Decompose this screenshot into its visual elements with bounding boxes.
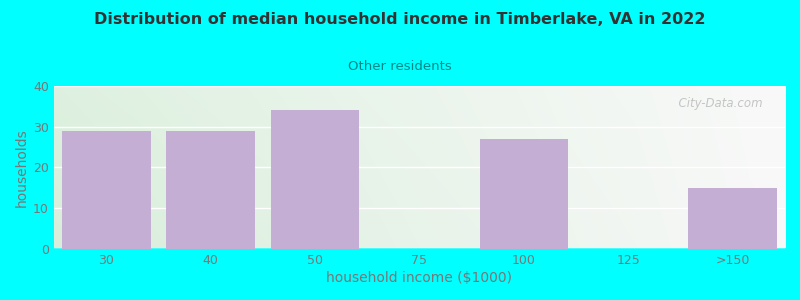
Bar xyxy=(62,131,150,249)
Text: Distribution of median household income in Timberlake, VA in 2022: Distribution of median household income … xyxy=(94,12,706,27)
Bar xyxy=(479,139,568,249)
Bar xyxy=(166,131,255,249)
Bar xyxy=(688,188,777,249)
Text: Other residents: Other residents xyxy=(348,60,452,73)
Y-axis label: households: households xyxy=(15,128,29,207)
Text: City-Data.com: City-Data.com xyxy=(671,98,763,110)
X-axis label: household income ($1000): household income ($1000) xyxy=(326,271,513,285)
Bar xyxy=(270,110,359,249)
